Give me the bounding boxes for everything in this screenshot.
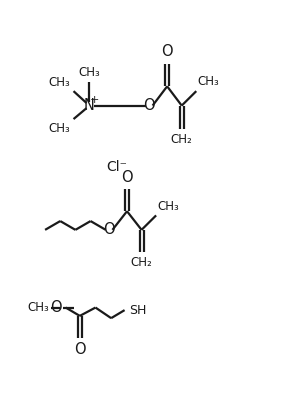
Text: O: O bbox=[50, 300, 62, 315]
Text: SH: SH bbox=[129, 304, 146, 317]
Text: CH₃: CH₃ bbox=[28, 301, 50, 314]
Text: +: + bbox=[90, 95, 99, 105]
Text: N: N bbox=[83, 98, 94, 113]
Text: O: O bbox=[121, 170, 133, 185]
Text: CH₂: CH₂ bbox=[131, 256, 152, 269]
Text: CH₂: CH₂ bbox=[171, 133, 192, 146]
Text: O: O bbox=[74, 342, 86, 357]
Text: Cl⁻: Cl⁻ bbox=[106, 160, 127, 174]
Text: O: O bbox=[161, 44, 173, 59]
Text: CH₃: CH₃ bbox=[49, 122, 71, 135]
Text: O: O bbox=[103, 222, 115, 237]
Text: CH₃: CH₃ bbox=[197, 75, 219, 88]
Text: CH₃: CH₃ bbox=[78, 66, 100, 79]
Text: CH₃: CH₃ bbox=[157, 200, 179, 213]
Text: O: O bbox=[143, 98, 154, 113]
Text: CH₃: CH₃ bbox=[49, 75, 71, 88]
